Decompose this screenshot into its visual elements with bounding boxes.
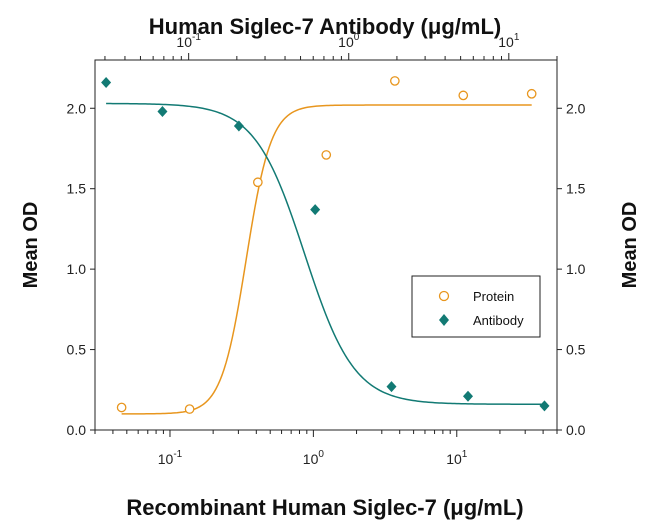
- y-axis-label-left: Mean OD: [20, 202, 42, 289]
- data-points: [101, 76, 550, 414]
- antibody-fit-curve: [106, 102, 545, 405]
- plot-frame: [94, 59, 558, 431]
- y-tick-label-right: 0.5: [566, 342, 586, 358]
- tick-base: 10: [338, 34, 354, 50]
- y-tick-label-left: 0.5: [67, 342, 87, 358]
- fit-curves: [106, 102, 545, 415]
- antibody-point: [386, 381, 397, 393]
- y-tick-label-right: 1.0: [566, 261, 586, 277]
- x-tick-label-top: 10-1: [176, 32, 201, 50]
- x-tick-label-bottom: 101: [446, 449, 468, 467]
- y-tick-label-left: 1.0: [67, 261, 87, 277]
- tick-base: 10: [158, 451, 174, 467]
- protein-point: [321, 150, 332, 160]
- tick-base: 10: [176, 34, 192, 50]
- x-tick-label-bottom: 100: [303, 449, 325, 467]
- y-axis-label-right: Mean OD: [619, 202, 641, 289]
- chart-title: Human Siglec-7 Antibody (μg/mL): [149, 14, 501, 39]
- tick-base: 10: [446, 451, 462, 467]
- protein-point: [526, 88, 537, 99]
- antibody-point: [463, 390, 474, 402]
- x-axis-label: Recombinant Human Siglec-7 (μg/mL): [126, 495, 523, 520]
- x-tick-label-top: 101: [498, 32, 520, 50]
- antibody-point: [539, 400, 550, 412]
- antibody-point: [157, 105, 168, 117]
- y-tick-label-right: 0.0: [566, 422, 586, 438]
- protein-point: [390, 76, 400, 86]
- tick-base: 10: [303, 451, 319, 467]
- tick-exponent: -1: [192, 32, 201, 43]
- tick-exponent: 1: [514, 32, 520, 43]
- legend-box: [411, 275, 541, 338]
- y-tick-label-left: 2.0: [67, 100, 87, 116]
- legend: Protein Antibody: [411, 275, 541, 338]
- protein-point: [184, 404, 195, 414]
- y-tick-label-left: 0.0: [67, 422, 87, 438]
- y-tick-label-left: 1.5: [67, 181, 87, 197]
- protein-point: [252, 177, 263, 188]
- tick-exponent: 0: [318, 449, 324, 460]
- legend-antibody-label: Antibody: [473, 313, 524, 328]
- antibody-point: [101, 77, 112, 89]
- tick-exponent: -1: [173, 449, 182, 460]
- tick-exponent: 0: [354, 32, 360, 43]
- antibody-point: [233, 120, 244, 132]
- tick-base: 10: [498, 34, 514, 50]
- y-tick-label-right: 2.0: [566, 100, 586, 116]
- protein-point: [458, 90, 469, 101]
- legend-antibody-marker: [439, 314, 449, 326]
- protein-point: [116, 402, 127, 413]
- x-tick-label-bottom: 10-1: [158, 449, 183, 467]
- x-tick-label-top: 100: [338, 32, 360, 50]
- antibody-point: [310, 204, 321, 216]
- legend-protein-label: Protein: [473, 289, 514, 304]
- tick-exponent: 1: [462, 449, 468, 460]
- legend-protein-marker: [438, 290, 450, 302]
- y-tick-label-right: 1.5: [566, 181, 586, 197]
- axis-ticks: 0.0 0.00.5 0.51.0 1.01.5 1.52.0 2.010-1 100 101…: [67, 32, 586, 467]
